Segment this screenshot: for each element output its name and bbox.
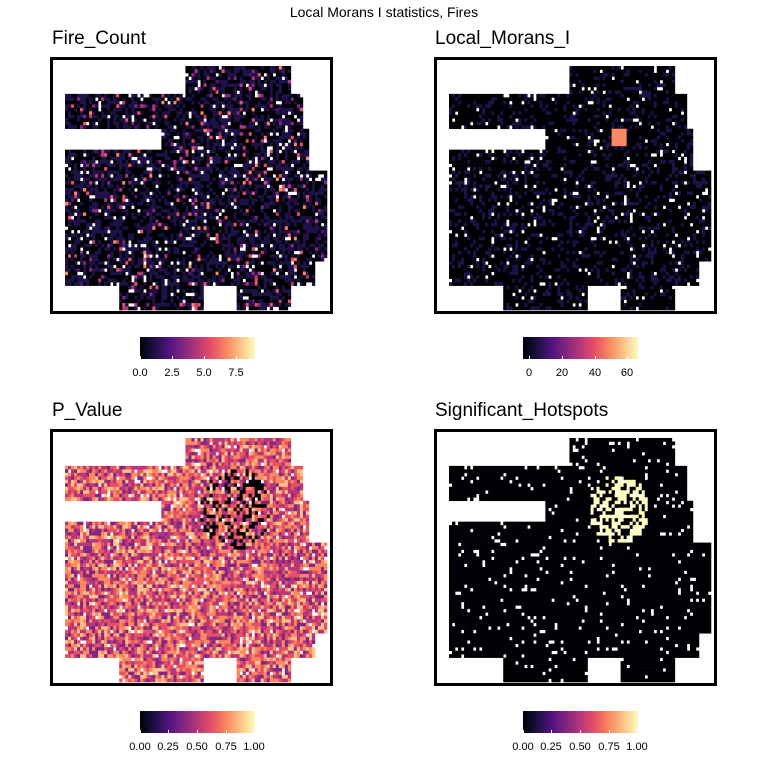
legend-colorbar xyxy=(140,711,255,733)
panel-title-fire-count: Fire_Count xyxy=(52,28,146,49)
legend-tick: 40 xyxy=(588,367,602,379)
map-fire-count-svg xyxy=(65,66,328,311)
legend-tick: 0 xyxy=(525,367,533,379)
legend-tick: 1.00 xyxy=(626,741,648,753)
legend-tick: 0.75 xyxy=(215,741,237,753)
legend-tick: 2.5 xyxy=(164,367,180,379)
map-significant-hotspots xyxy=(434,429,717,686)
legend-colorbar xyxy=(140,337,255,359)
legend-tick: 0.50 xyxy=(186,741,208,753)
map-local-morans xyxy=(434,57,717,314)
legend-tick: 0.0 xyxy=(132,367,148,379)
legend-tick: 60 xyxy=(620,367,634,379)
map-p-value-svg xyxy=(65,438,328,683)
legend-tick: 0.25 xyxy=(157,741,179,753)
map-fire-count xyxy=(50,57,333,314)
panel-title-p-value: P_Value xyxy=(52,400,123,421)
map-p-value xyxy=(50,429,333,686)
legend-tick: 0.50 xyxy=(569,741,591,753)
figure-title: Local Morans I statistics, Fires xyxy=(289,4,479,20)
map-local-morans-svg xyxy=(449,66,712,311)
panel-title-significant-hotspots: Significant_Hotspots xyxy=(435,400,609,421)
map-significant-hotspots-svg xyxy=(449,438,712,683)
legend-tick: 0.75 xyxy=(598,741,620,753)
legend-tick: 5.0 xyxy=(196,367,212,379)
legend-tick: 7.5 xyxy=(228,367,244,379)
legend-colorbar xyxy=(523,337,638,359)
panel-title-local-morans: Local_Morans_I xyxy=(435,28,571,49)
legend-tick: 20 xyxy=(555,367,569,379)
legend-tick: 0.00 xyxy=(512,741,534,753)
legend-colorbar xyxy=(523,711,638,733)
legend-tick: 0.25 xyxy=(540,741,562,753)
legend-tick: 0.00 xyxy=(129,741,151,753)
legend-tick: 1.00 xyxy=(243,741,265,753)
